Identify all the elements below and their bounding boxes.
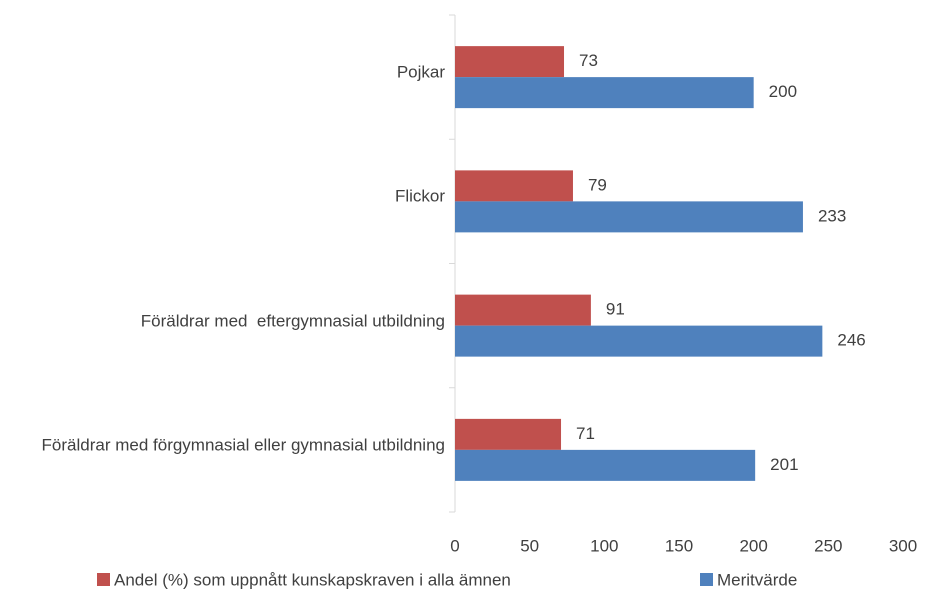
x-tick-label: 0 [450, 536, 459, 555]
data-label: 201 [770, 455, 798, 474]
x-tick-label: 100 [590, 536, 618, 555]
bar [455, 46, 565, 78]
category-label: Flickor [395, 183, 445, 210]
legend-swatch [97, 573, 110, 586]
category-text: Föräldrar med eftergymnasial utbildning [140, 311, 445, 331]
category-label: Föräldrar med förgymnasial eller gymnasi… [42, 431, 445, 458]
x-tick-label: 300 [889, 536, 917, 555]
data-label: 71 [576, 424, 595, 443]
category-label: Föräldrar med eftergymnasial utbildning [141, 307, 445, 334]
bar [455, 418, 562, 450]
data-label: 200 [769, 82, 797, 101]
x-tick-label: 150 [665, 536, 693, 555]
legend-swatch [700, 573, 713, 586]
category-text: Flickor [394, 186, 445, 206]
x-tick-label: 250 [814, 536, 842, 555]
bar [455, 294, 591, 326]
bar [455, 77, 754, 109]
data-label: 79 [588, 175, 607, 194]
data-label: 91 [606, 300, 625, 319]
bar [455, 449, 756, 481]
bar [455, 201, 803, 233]
legend-label: Andel (%) som uppnått kunskapskraven i a… [114, 570, 511, 589]
x-tick-label: 50 [520, 536, 539, 555]
bar [455, 170, 573, 202]
x-tick-label: 200 [739, 536, 767, 555]
data-label: 73 [579, 51, 598, 70]
data-label: 233 [818, 206, 846, 225]
category-label: Pojkar [397, 59, 445, 86]
category-text: Pojkar [396, 62, 445, 82]
data-label: 246 [837, 331, 865, 350]
legend-label: Meritvärde [717, 570, 797, 589]
category-text: Föräldrar med förgymnasial eller gymnasi… [41, 435, 445, 455]
bar [455, 325, 823, 357]
